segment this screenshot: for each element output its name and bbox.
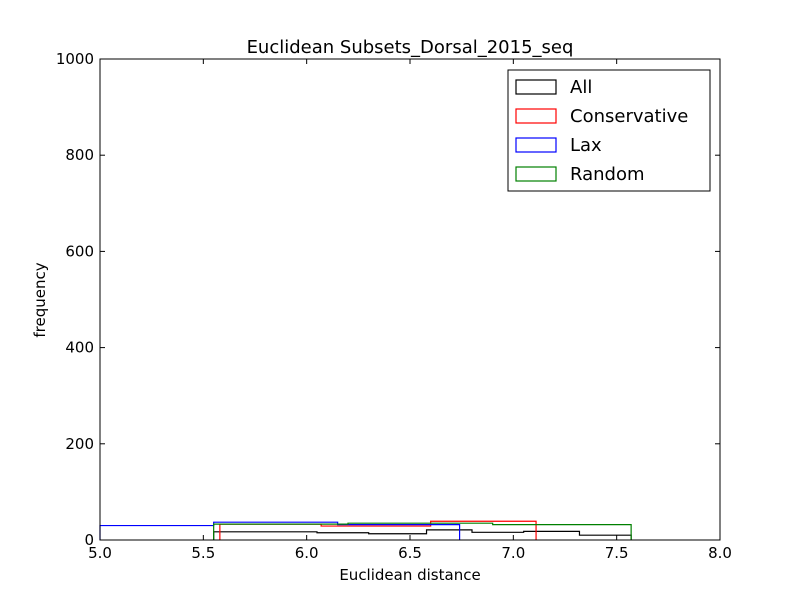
y-tick-label: 0 [84,531,94,549]
legend-box [507,69,711,192]
series-all-outline [213,529,632,540]
legend-label-conservative: Conservative [570,106,688,127]
x-tick-label: 6.0 [295,544,319,562]
x-axis-label: Euclidean distance [339,566,480,584]
y-tick-label: 800 [65,146,94,164]
x-tick-label: 5.0 [88,544,112,562]
x-tick-label: 7.5 [605,544,629,562]
legend-label-random: Random [570,164,645,185]
series-layer [99,520,632,540]
x-tick-label: 5.5 [191,544,215,562]
legend: All Conservative Lax Random [507,69,711,192]
y-tick-label: 200 [65,435,94,453]
legend-swatch-conservative [515,108,557,124]
x-tick-label: 8.0 [708,544,732,562]
legend-swatch-random [515,166,557,182]
series-random-outline [213,522,632,540]
legend-label-lax: Lax [570,135,602,156]
legend-label-all: All [570,77,592,98]
y-tick-label: 1000 [56,50,94,68]
y-tick-label: 600 [65,242,94,260]
series-lax-outline [99,521,461,540]
y-axis-ticks: 0 200 400 600 800 1000 [56,50,720,549]
x-tick-label: 7.0 [501,544,525,562]
legend-swatch-lax [515,137,557,153]
chart-title: Euclidean Subsets_Dorsal_2015_seq [247,37,574,58]
x-axis-ticks: 5.0 5.5 6.0 6.5 7.0 7.5 8.0 [88,59,732,562]
legend-swatch-all [515,79,557,95]
y-tick-label: 400 [65,339,94,357]
x-tick-label: 6.5 [398,544,422,562]
y-axis-label: frequency [31,262,49,337]
